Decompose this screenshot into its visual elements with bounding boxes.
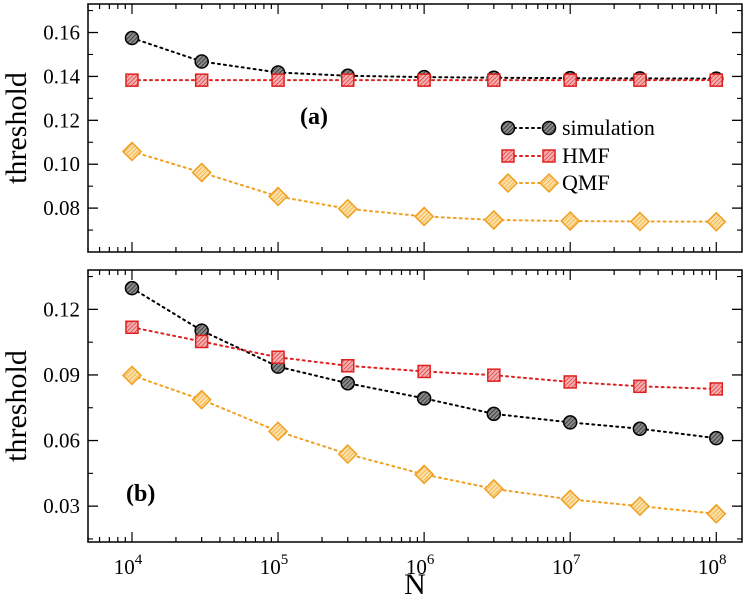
legend-marker (541, 120, 557, 136)
panel-a-hmf-point (563, 73, 577, 87)
panel-b-hmf-point (271, 350, 285, 364)
panel-a-hmf-point (487, 73, 501, 87)
legend-marker (538, 172, 560, 194)
panel-a-simulation-point (124, 30, 140, 46)
panel-b-simulation-point (416, 391, 432, 406)
panel-a-qmf-point (191, 162, 212, 183)
legend-label: HMF (562, 143, 610, 168)
panel-a-ylabel: threshold (0, 72, 33, 184)
panel-b-qmf-point (414, 464, 435, 485)
xtick-label: 104 (114, 552, 143, 579)
panel-a-ticks: 0.08 0.10 0.12 0.14 0.16 (43, 4, 742, 252)
panel-b-hmf-point (633, 379, 647, 394)
panel-b-simulation-point (486, 406, 502, 422)
panel-a-qmf-point (483, 209, 504, 231)
panel-a-hmf-point (194, 73, 209, 87)
panel-a-ytick-label: 0.14 (43, 64, 80, 88)
panel-b-ytick-label: 0.03 (43, 494, 80, 518)
panel-b-qmf-point (191, 389, 212, 410)
legend-label: simulation (562, 115, 655, 140)
panel-b-qmf-point (121, 365, 143, 386)
xtick-label: 108 (698, 552, 727, 579)
panel-b-qmf-point (483, 478, 504, 499)
panel-b-hmf-point (125, 320, 139, 335)
panel-b-hmf-point (709, 382, 724, 396)
panel-a-label: (a) (300, 104, 328, 130)
panel-a-ytick-label: 0.12 (43, 108, 80, 132)
panel-a-ytick-label: 0.08 (43, 196, 80, 220)
panel-b-qmf-point (629, 496, 650, 517)
panel-a-qmf-point (414, 206, 435, 227)
panel-b-qmf-point (337, 444, 358, 465)
panel-a-qmf-point (560, 210, 581, 232)
panel-b-simulation-point (632, 421, 648, 436)
panel-a-hmf-point (271, 73, 285, 87)
panel-b-simulation-point (124, 280, 140, 296)
panel-b-simulation-line (130, 287, 718, 440)
panel-a-ytick-label: 0.16 (43, 21, 80, 45)
panel-a-hmf-point (709, 73, 724, 87)
panel-a-qmf-point (706, 211, 727, 232)
x-axis-title: N (404, 568, 426, 600)
panel-a-qmf-point (629, 211, 650, 232)
panel-a-qmf-point (121, 141, 143, 162)
xtick-label: 106 (406, 552, 435, 579)
panel-b-ylabel: threshold (0, 350, 33, 462)
panel-a-qmf-point (267, 186, 289, 207)
panel-b-frame (87, 269, 743, 543)
panel-a-hmf-point (340, 73, 355, 87)
panel-b-qmf-point (706, 503, 727, 524)
legend-label: QMF (562, 170, 610, 195)
legend-marker (497, 172, 519, 194)
panel-b-hmf-point (417, 364, 431, 379)
panel-b-series (121, 280, 727, 524)
panel-b-ytick-label: 0.12 (43, 297, 80, 321)
panel-b-hmf-point (487, 368, 501, 382)
panel-a-hmf-point (125, 73, 139, 87)
panel-a-frame (87, 3, 743, 253)
panel-a-ytick-label: 0.10 (43, 152, 80, 176)
panel-b-hmf-point (340, 359, 355, 373)
panel-b-hmf-line (130, 326, 718, 390)
xtick-label: 107 (552, 552, 581, 579)
panel-b-ticks: 0.03 0.06 0.09 0.12 104 105 106 107 108 (43, 270, 742, 579)
panel-a-qmf-point (337, 198, 358, 219)
legend-marker (500, 120, 516, 136)
panel-a-hmf-point (417, 73, 431, 87)
panel-a-series (121, 30, 727, 232)
panel-a-hmf-point (633, 73, 647, 87)
panel-b-simulation-point (709, 430, 724, 446)
panel-b-hmf-point (194, 334, 209, 349)
panel-b-simulation-point (340, 376, 355, 391)
panel-b-ytick-label: 0.06 (43, 429, 80, 453)
panel-a-simulation-point (194, 54, 209, 69)
panel-b-label: (b) (126, 481, 155, 507)
legend-marker (501, 149, 515, 163)
panel-b-qmf-point (267, 421, 289, 442)
panel-a: 0.08 0.10 0.12 0.14 0.16 (a) threshold simul… (0, 3, 743, 253)
legend-marker (542, 149, 556, 163)
panel-b-qmf-point (560, 489, 581, 510)
panel-b-hmf-point (563, 375, 577, 389)
panel-b: 0.03 0.06 0.09 0.12 104 105 106 107 108 (b) thre… (0, 269, 743, 600)
xtick-label: 105 (260, 552, 289, 579)
panel-b-simulation-point (562, 415, 578, 430)
panel-b-ytick-label: 0.09 (43, 363, 80, 387)
